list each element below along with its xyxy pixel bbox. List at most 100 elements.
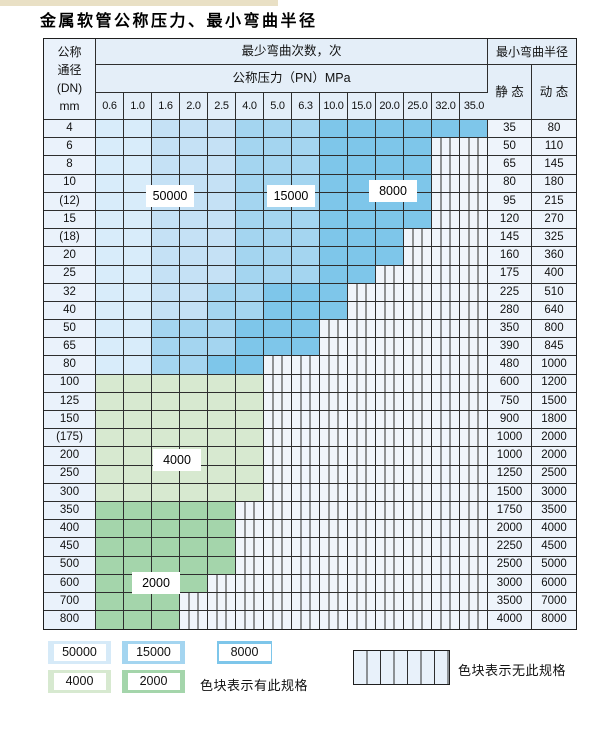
spec-cell-unavailable (320, 483, 348, 502)
spec-cell-available (292, 247, 320, 266)
legend-swatch-4000: 4000 (48, 670, 111, 693)
spec-cell-unavailable (236, 611, 264, 630)
spec-cell-available (96, 611, 124, 630)
spec-cell-available (208, 283, 236, 302)
spec-cell-available (208, 411, 236, 430)
dynamic-radius-cell: 800 (532, 320, 576, 339)
dn-cell: 20 (44, 247, 96, 266)
spec-cell-available (404, 138, 432, 157)
spec-cell-available (96, 483, 124, 502)
spec-cell-available (124, 611, 152, 630)
dn-header-line: mm (59, 98, 80, 113)
spec-cell-available (320, 174, 348, 193)
spec-cell-available (152, 356, 180, 375)
spec-cell-unavailable (460, 374, 488, 393)
spec-cell-unavailable (432, 447, 460, 466)
dn-cell: 600 (44, 574, 96, 593)
spec-cell-unavailable (348, 520, 376, 539)
spec-cell-available (320, 283, 348, 302)
spec-cell-unavailable (376, 338, 404, 357)
spec-cell-available (124, 447, 152, 466)
spec-cell-available (236, 320, 264, 339)
static-radius-cell: 3500 (488, 592, 532, 612)
spec-cell-unavailable (348, 392, 376, 411)
spec-cell-unavailable (236, 538, 264, 557)
spec-cell-unavailable (460, 411, 488, 430)
spec-cell-available (152, 320, 180, 339)
spec-cell-available (96, 338, 124, 357)
spec-cell-unavailable (432, 411, 460, 430)
spec-cell-available (236, 429, 264, 448)
static-radius-cell: 175 (488, 265, 532, 284)
spec-cell-available (96, 520, 124, 539)
spec-cell-available (208, 265, 236, 284)
spec-cell-available (124, 501, 152, 521)
spec-cell-unavailable (348, 465, 376, 484)
legend-swatch-label: 15000 (127, 644, 180, 661)
static-radius-cell: 95 (488, 192, 532, 211)
spec-cell-available (180, 210, 208, 230)
spec-cell-unavailable (348, 592, 376, 612)
pressure-header-cell: 20.0 (376, 93, 404, 120)
spec-cell-unavailable (320, 611, 348, 630)
dn-cell: (175) (44, 429, 96, 448)
spec-cell-available (152, 138, 180, 157)
cycles-label-50000: 50000 (146, 185, 194, 207)
spec-cell-available (236, 247, 264, 266)
spec-cell-unavailable (432, 611, 460, 630)
spec-cell-unavailable (432, 338, 460, 357)
spec-cell-available (180, 429, 208, 448)
cycles-label-4000: 4000 (153, 449, 201, 471)
static-radius-cell: 160 (488, 247, 532, 266)
spec-cell-unavailable (404, 265, 432, 284)
spec-cell-unavailable (404, 447, 432, 466)
dn-cell: 80 (44, 356, 96, 375)
spec-cell-available (152, 210, 180, 230)
dn-cell: 300 (44, 483, 96, 502)
dynamic-radius-cell: 510 (532, 283, 576, 302)
spec-cell-available (124, 338, 152, 357)
spec-cell-available (152, 229, 180, 248)
spec-cell-available (180, 574, 208, 593)
spec-cell-unavailable (404, 338, 432, 357)
spec-cell-available (264, 283, 292, 302)
dynamic-radius-cell: 1500 (532, 392, 576, 411)
legend-swatch-2000: 2000 (122, 670, 185, 693)
spec-cell-available (236, 174, 264, 193)
spec-cell-unavailable (432, 174, 460, 193)
spec-cell-unavailable (376, 374, 404, 393)
dn-cell: 350 (44, 501, 96, 521)
dynamic-radius-cell: 2000 (532, 429, 576, 448)
spec-cell-unavailable (460, 247, 488, 266)
spec-cell-unavailable (376, 538, 404, 557)
spec-cell-unavailable (292, 520, 320, 539)
spec-cell-available (320, 265, 348, 284)
spec-cell-unavailable (264, 574, 292, 593)
spec-cell-unavailable (376, 301, 404, 321)
spec-cell-available (124, 320, 152, 339)
cycles-label-8000: 8000 (369, 180, 417, 202)
spec-cell-available (264, 265, 292, 284)
spec-cell-unavailable (432, 265, 460, 284)
spec-cell-available (124, 174, 152, 193)
pressure-header-cell: 1.6 (152, 93, 180, 120)
spec-cell-available (348, 120, 376, 139)
spec-cell-available (460, 120, 488, 139)
spec-cell-unavailable (404, 556, 432, 575)
spec-cell-unavailable (292, 501, 320, 521)
static-radius-cell: 225 (488, 283, 532, 302)
spec-cell-available (180, 301, 208, 321)
spec-cell-unavailable (460, 520, 488, 539)
spec-cell-available (264, 338, 292, 357)
spec-cell-available (236, 338, 264, 357)
spec-cell-available (152, 265, 180, 284)
spec-cell-unavailable (292, 483, 320, 502)
dn-cell: 125 (44, 392, 96, 411)
spec-cell-unavailable (264, 374, 292, 393)
spec-cell-available (376, 229, 404, 248)
spec-cell-unavailable (264, 429, 292, 448)
dynamic-radius-cell: 4500 (532, 538, 576, 557)
spec-cell-unavailable (292, 447, 320, 466)
spec-cell-unavailable (460, 556, 488, 575)
spec-cell-unavailable (460, 465, 488, 484)
